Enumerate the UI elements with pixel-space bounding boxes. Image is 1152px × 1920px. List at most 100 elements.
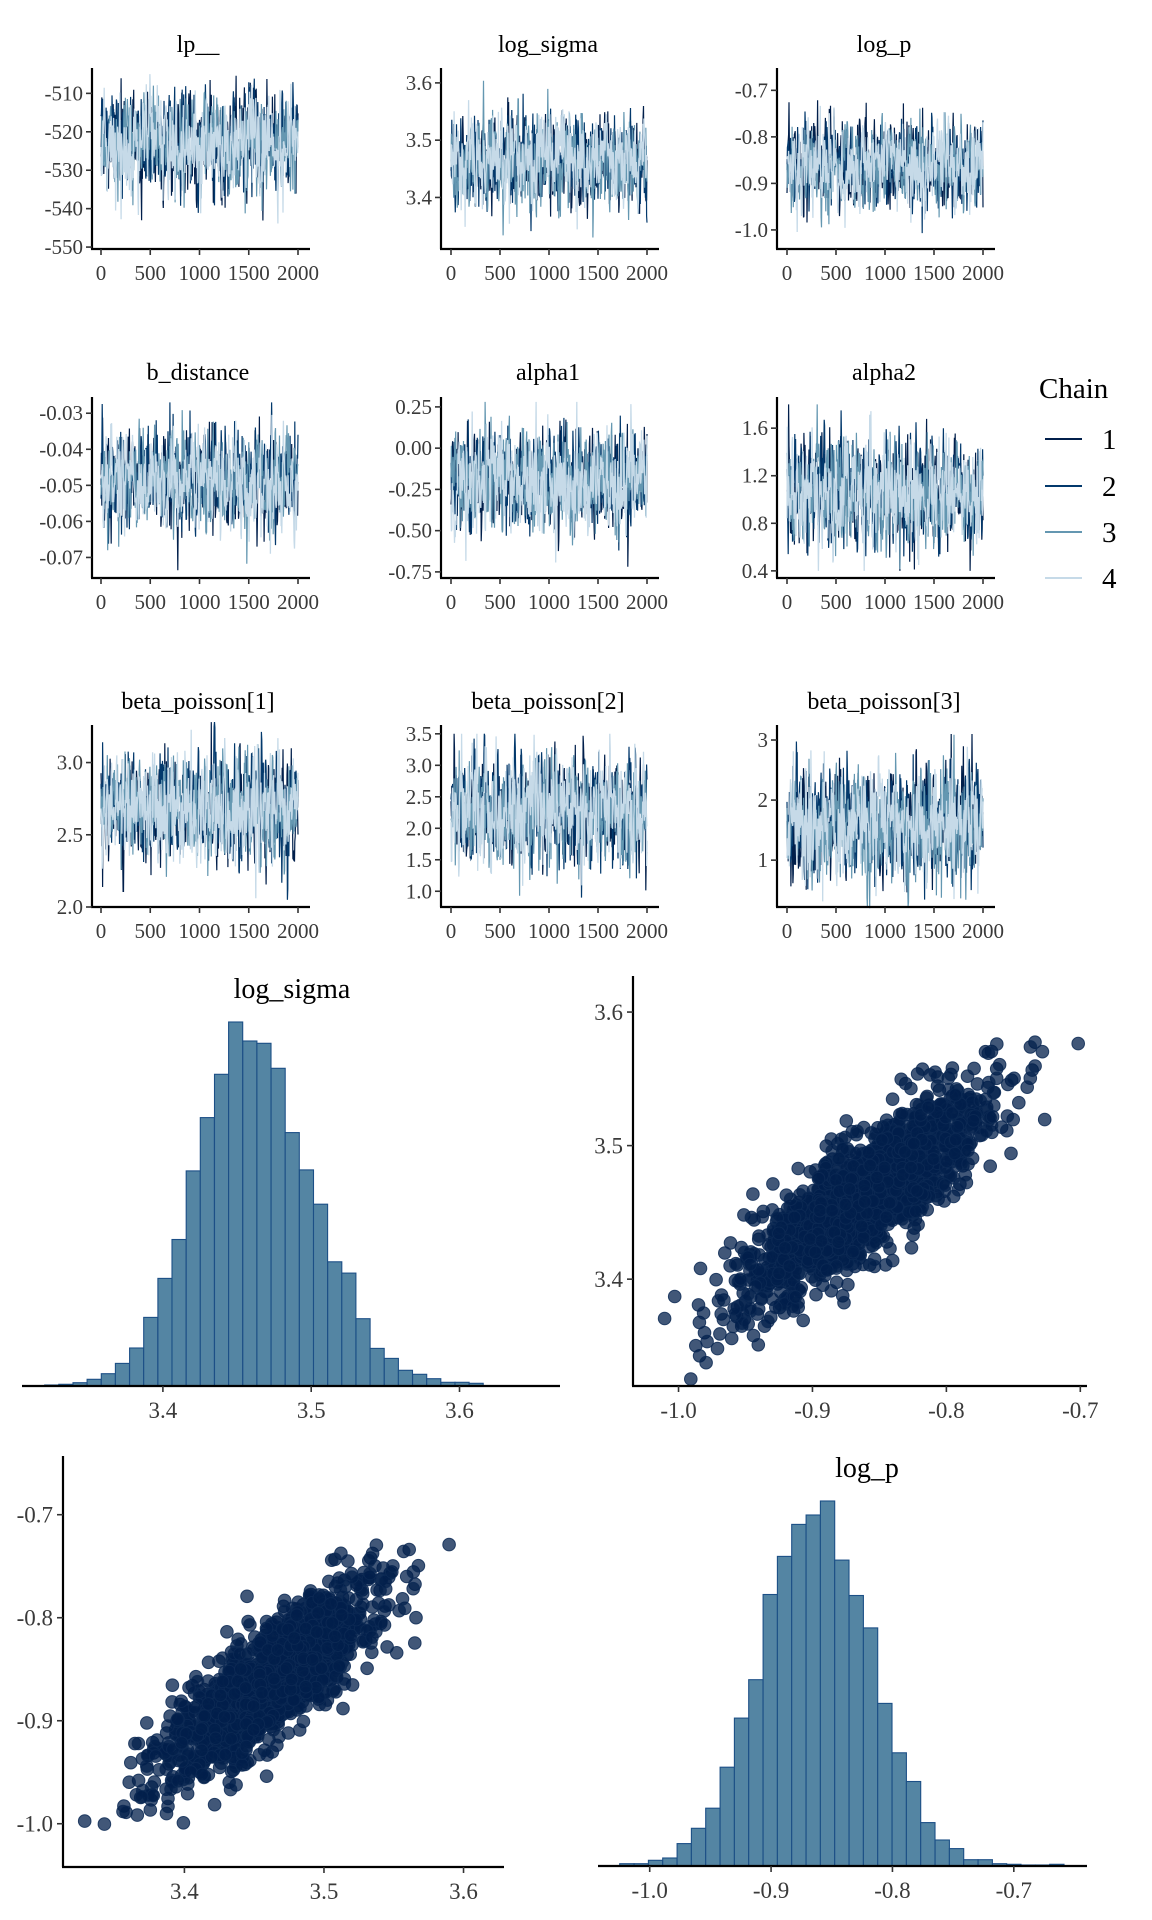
histogram-bar (114, 1362, 131, 1387)
y-tick-label: 3.6 (594, 1000, 623, 1025)
scatter-point (755, 1210, 770, 1224)
y-tick-label: -0.03 (39, 401, 83, 425)
scatter-point (813, 1203, 827, 1218)
x-tick-label: 0 (96, 919, 107, 943)
scatter-point (365, 1645, 379, 1660)
histogram-bar (355, 1318, 371, 1387)
y-tick-label: -0.9 (17, 1709, 53, 1734)
legend-item-chain-4: 4 (1045, 563, 1117, 595)
scatter-point (945, 1106, 960, 1120)
y-tick-label: -530 (45, 158, 84, 182)
x-tick-label: 2000 (962, 590, 1004, 614)
histogram-bar (690, 1827, 707, 1867)
scatter-point (693, 1261, 708, 1276)
legend-label: 1 (1102, 424, 1117, 456)
scatter-point (324, 1597, 338, 1611)
scatter-point (134, 1790, 149, 1804)
y-tick-label: 1.6 (742, 416, 768, 440)
scatter-point (233, 1647, 247, 1661)
y-tick-label: 0.8 (742, 511, 768, 535)
scatter-point (207, 1797, 222, 1812)
x-tick-label: -0.8 (928, 1398, 964, 1423)
scatter-point (848, 1146, 863, 1161)
scatter-point (751, 1338, 766, 1352)
histogram-bar (934, 1839, 950, 1867)
histogram-bar (862, 1627, 879, 1867)
scatter-point (77, 1814, 92, 1828)
scatter-point (259, 1769, 274, 1783)
scatter-point (711, 1294, 726, 1308)
scatter-point (345, 1570, 359, 1584)
scatter-point (259, 1621, 274, 1636)
scatter-point (130, 1808, 145, 1822)
scatter-point (948, 1146, 962, 1161)
scatter-point (246, 1699, 261, 1713)
scatter-point (829, 1173, 843, 1187)
y-tick-label: -0.04 (39, 437, 83, 461)
scatter-point (877, 1160, 892, 1175)
x-tick-label: 1000 (864, 261, 906, 285)
scatter-point (324, 1553, 339, 1567)
scatter-point (883, 1241, 897, 1256)
histogram-bar (242, 1040, 258, 1387)
scatter-point (255, 1686, 269, 1700)
scatter-point (260, 1748, 275, 1762)
x-tick-label: 500 (135, 261, 167, 285)
x-tick-label: -0.9 (753, 1878, 789, 1903)
scatter-point (838, 1197, 853, 1212)
scatter-point (657, 1311, 672, 1326)
scatter-point (778, 1241, 792, 1255)
x-tick-label: 2000 (277, 919, 319, 943)
x-tick-label: 1500 (913, 261, 955, 285)
histogram-bar (791, 1523, 807, 1867)
x-tick-label: -1.0 (660, 1398, 696, 1423)
trace-line-chain-4 (786, 411, 984, 571)
y-tick-label: 2 (758, 788, 769, 812)
legend-label: 2 (1102, 471, 1117, 503)
scatter-point (217, 1710, 232, 1724)
y-tick-label: -0.9 (735, 171, 768, 195)
x-tick-label: 1000 (179, 919, 221, 943)
scatter-point (709, 1272, 723, 1287)
scatter-points (657, 1035, 1085, 1386)
scatter-point (696, 1306, 711, 1320)
scatter-point (949, 1132, 963, 1147)
y-tick-label: -0.50 (388, 519, 432, 543)
scatter-point (907, 1136, 921, 1151)
scatter-point (1000, 1109, 1015, 1123)
histogram-bar (662, 1857, 678, 1867)
legend-item-chain-2: 2 (1045, 471, 1117, 503)
scatter-point (377, 1618, 392, 1632)
y-tick-label: 0.4 (742, 559, 769, 583)
histogram-bar (284, 1132, 300, 1387)
y-tick-label: 2.0 (406, 816, 432, 840)
scatter-point (910, 1184, 924, 1198)
scatter-point (183, 1765, 198, 1779)
histogram-bar (129, 1347, 145, 1387)
y-tick-label: -0.06 (39, 509, 83, 533)
y-tick-label: 2.5 (57, 823, 83, 847)
x-tick-label: 1000 (179, 261, 221, 285)
y-tick-label: 3.5 (406, 722, 432, 746)
legend-title: Chain (1039, 373, 1109, 405)
scatter-point (329, 1685, 343, 1699)
scatter-point (741, 1287, 755, 1302)
x-tick-label: 2000 (962, 919, 1004, 943)
scatter-point (869, 1236, 883, 1250)
histogram-bar (733, 1717, 750, 1867)
panel-title: lp__ (177, 32, 221, 58)
panel-title: b_distance (147, 360, 250, 386)
scatter-point (700, 1334, 714, 1349)
scatter-point (377, 1604, 392, 1618)
histogram-bar (848, 1594, 864, 1867)
y-tick-label: -550 (45, 235, 84, 259)
x-tick-label: 2000 (626, 590, 668, 614)
x-tick-label: -1.0 (631, 1878, 667, 1903)
scatter-point (808, 1245, 823, 1260)
histogram-bar (805, 1514, 821, 1867)
scatter-point (878, 1258, 893, 1272)
scatter-point (983, 1159, 998, 1173)
scatter-point (915, 1062, 930, 1076)
scatter-point (238, 1681, 253, 1695)
